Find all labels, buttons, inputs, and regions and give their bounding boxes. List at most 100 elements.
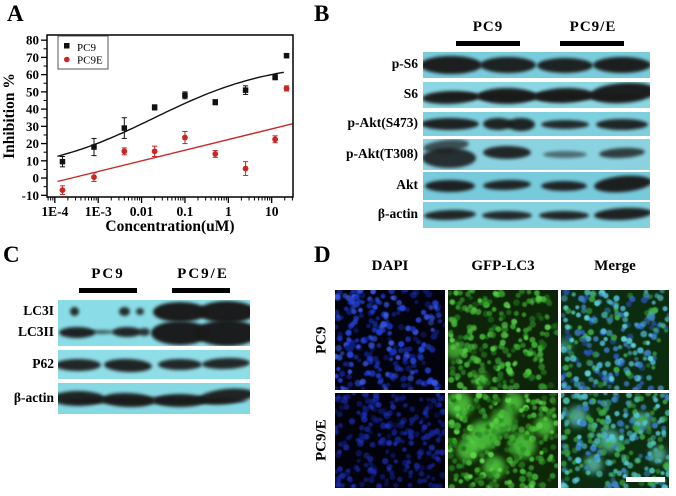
micrograph-pc9-gfp: [448, 290, 558, 390]
x-tick-label: 1E-4: [41, 204, 68, 219]
blot-band: [536, 57, 593, 73]
data-point: [242, 87, 249, 93]
panel-d-col-dapi: DAPI: [371, 258, 409, 274]
cell-dots: [448, 393, 558, 488]
blot-band: [592, 57, 650, 73]
micrograph-pc9-dapi: [335, 290, 445, 390]
y-tick-label: -10: [22, 188, 39, 203]
data-point: [121, 148, 128, 155]
data-point: [121, 125, 128, 131]
micrograph-pc9e-merge: [561, 393, 669, 488]
legend-label: PC9E: [77, 55, 103, 67]
blot-row-label: P62: [32, 355, 54, 371]
data-point: [91, 144, 97, 150]
panel-b-group-pc9e: PC9/E: [569, 19, 617, 35]
panel-d-col-gfplc3: GFP-LC3: [471, 258, 535, 274]
panel-c-letter: C: [3, 242, 20, 267]
micrograph-pc9-merge: [561, 290, 669, 390]
blot-band: [598, 146, 645, 160]
blot-band: [157, 359, 202, 370]
panel-d-letter: D: [314, 242, 331, 267]
blot-band: [506, 117, 535, 131]
y-tick-label: 60: [26, 67, 39, 82]
cell-dots: [335, 290, 445, 390]
blot-band: [423, 118, 480, 130]
blot-band: [118, 306, 130, 316]
cell-dots: [561, 290, 669, 390]
axes: -10 0 10 20 30 40 50 60 70 80 1E-4 1E-3 0.01 0.1 1 10: [22, 33, 294, 219]
blot-band: [88, 330, 115, 335]
y-tick-label: 10: [26, 153, 39, 168]
blot-band: [423, 147, 477, 168]
micrograph-pc9e-gfp: [448, 393, 558, 488]
blot-band: [59, 326, 96, 338]
data-point: [182, 92, 188, 99]
blot-band: [482, 179, 532, 192]
micrograph-pc9e-dapi: [335, 393, 445, 488]
blot-band: [593, 206, 650, 222]
panel-c-group-pc9: PC9: [91, 266, 125, 282]
data-point: [151, 148, 158, 155]
series-PC9: [59, 52, 290, 168]
blot-band: [197, 300, 250, 323]
fit-curve-PC9E: [57, 123, 293, 183]
cell-dots: [448, 290, 558, 390]
scale-bar: [626, 477, 665, 482]
blot-strip: [58, 350, 250, 379]
blot-row-label: LC3I: [23, 302, 54, 318]
panel-b-group-pc9: PC9: [472, 19, 504, 35]
x-tick-label: 1E-3: [85, 204, 112, 219]
blot-band: [480, 57, 537, 73]
blot-band: [423, 89, 479, 105]
blot-band: [135, 308, 144, 315]
blot-strip: [423, 52, 650, 78]
blot-strip: [423, 172, 650, 200]
data-point: [151, 104, 158, 111]
dose-response-chart: -10 0 10 20 30 40 50 60 70 80 1E-4 1E-3 0.01 0.1 1 10 Co…: [1, 33, 294, 235]
data-point: [91, 174, 97, 181]
blot-band: [477, 88, 536, 105]
fit-curve-PC9: [57, 71, 284, 157]
blot-band: [538, 210, 589, 220]
blot-band: [482, 146, 531, 160]
data-point: [59, 158, 66, 165]
blot-band: [425, 180, 476, 192]
panel-c-underline-pc9: [79, 288, 137, 293]
data-point: [182, 134, 188, 141]
blot-strip: [58, 383, 250, 414]
legend-box: [57, 35, 109, 70]
y-tick-label: 20: [26, 136, 39, 151]
legend-marker-circle: [64, 56, 70, 63]
blot-row-label: S6: [403, 86, 418, 101]
panel-b-underline-pc9e: [560, 41, 624, 46]
blot-strip: [423, 112, 650, 136]
blot-row-label: p-S6: [391, 56, 418, 71]
panel-a-letter: A: [7, 1, 24, 26]
panel-b-underline-pc9: [456, 41, 520, 46]
blot-band: [153, 393, 206, 407]
y-axis-title: Inhibition %: [1, 73, 18, 159]
blot-band: [201, 357, 250, 371]
blot-band: [197, 385, 250, 407]
data-point: [59, 187, 66, 194]
blot-band: [103, 357, 153, 373]
blot-band: [542, 151, 587, 158]
panel-b-letter: B: [314, 1, 330, 26]
blot-band: [101, 392, 155, 408]
blot-band: [593, 173, 650, 195]
blot-band: [152, 301, 207, 322]
x-tick-label: 10: [265, 204, 279, 219]
data-point: [272, 136, 279, 143]
y-tick-label: 50: [26, 84, 39, 99]
y-tick-label: 0: [33, 171, 40, 186]
panel-d-row-pc9e: PC9/E: [313, 419, 330, 462]
blot-strip: [423, 139, 650, 170]
blot-band: [423, 56, 483, 74]
x-axis-title: Concentration(uM): [105, 218, 234, 235]
blot-strip: [423, 82, 650, 108]
data-point: [283, 52, 290, 59]
legend-label: PC9: [77, 42, 96, 54]
panel-c-underline-pc9e: [172, 288, 230, 293]
blot-row-label: LC3II: [17, 324, 54, 340]
